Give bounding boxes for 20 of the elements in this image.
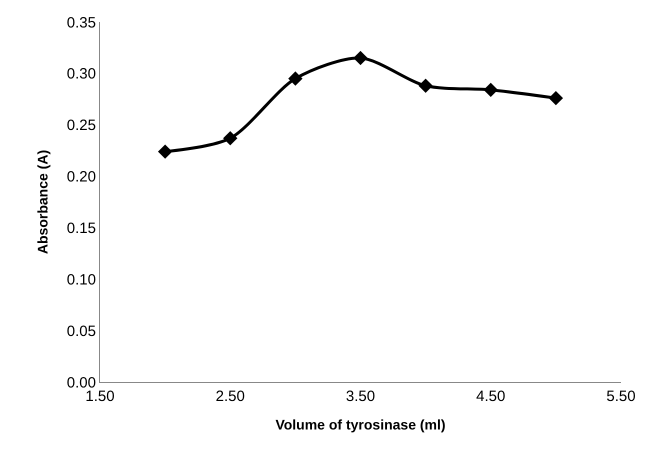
y-tick-label: 0.30 [66,66,96,83]
y-tick-label: 0.25 [66,117,96,134]
x-tick-label: 3.50 [346,388,376,405]
x-tick-label: 5.50 [606,388,636,405]
y-tick-label: 0.05 [66,322,96,340]
x-tick-label: 4.50 [476,388,506,405]
x-tick-label: 2.50 [216,388,245,405]
point [158,144,172,159]
y-tick-label: 0.20 [66,168,96,186]
point [548,90,564,106]
x-axis-title: Volume of tyrosinase (ml) [275,416,446,432]
y-axis-title: Absorbance (A) [34,150,50,254]
y-tick-label: 0.15 [66,220,96,237]
point [223,131,238,146]
point [418,78,433,93]
y-tick-label: 0.35 [66,14,96,32]
y-tick-label: 0.10 [66,271,96,288]
point [288,71,303,86]
point [484,82,498,98]
point [353,50,368,66]
